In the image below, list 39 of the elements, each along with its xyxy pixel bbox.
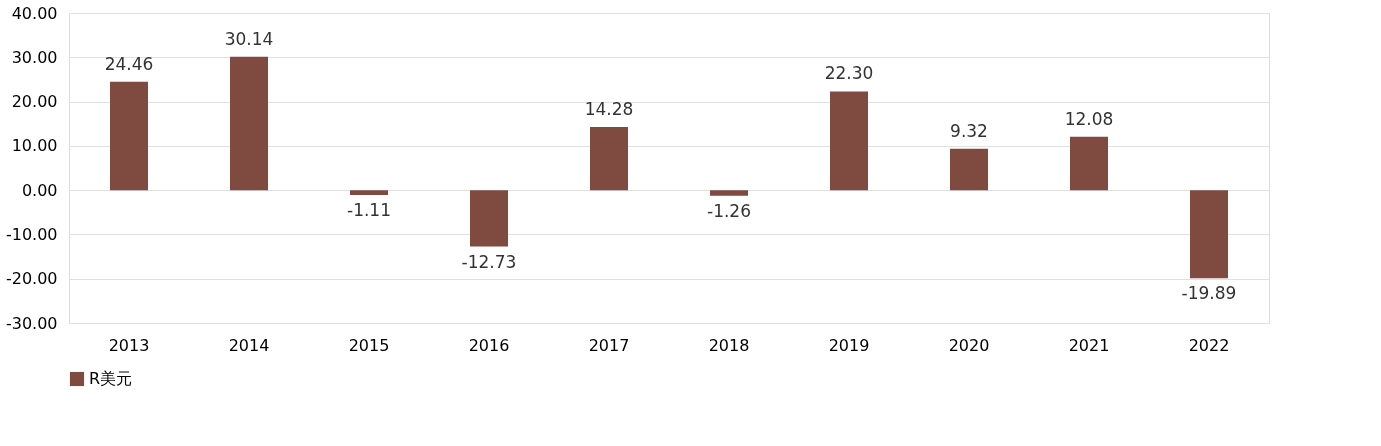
data-label: -1.26 xyxy=(707,200,751,221)
data-label: 9.32 xyxy=(950,120,988,141)
data-label: 24.46 xyxy=(104,53,154,74)
x-tick-label: 2018 xyxy=(708,335,750,355)
y-tick-label: -30.00 xyxy=(5,313,58,333)
y-tick-label: 0.00 xyxy=(21,180,58,200)
x-tick-label: 2017 xyxy=(588,335,630,355)
bar xyxy=(110,81,148,191)
bar xyxy=(470,190,508,247)
data-label: -19.89 xyxy=(1181,283,1237,304)
x-tick-label: 2022 xyxy=(1188,335,1230,355)
bar xyxy=(230,56,268,191)
x-tick-label: 2021 xyxy=(1068,335,1110,355)
x-tick-label: 2019 xyxy=(828,335,870,355)
x-tick-label: 2014 xyxy=(228,335,270,355)
x-tick-label: 2013 xyxy=(108,335,150,355)
data-label: -12.73 xyxy=(461,251,517,272)
bar xyxy=(350,190,388,196)
data-label: 14.28 xyxy=(584,98,634,119)
x-tick-label: 2016 xyxy=(468,335,510,355)
y-tick-label: 40.00 xyxy=(11,3,58,23)
legend-label: R美元 xyxy=(89,369,133,388)
x-tick-label: 2015 xyxy=(348,335,390,355)
y-tick-label: 10.00 xyxy=(11,136,58,156)
bar xyxy=(1070,136,1108,191)
bar xyxy=(950,148,988,191)
y-tick-label: 30.00 xyxy=(11,47,58,67)
y-tick-label: 20.00 xyxy=(11,92,58,112)
y-tick-label: -20.00 xyxy=(5,269,58,289)
x-tick-label: 2020 xyxy=(948,335,990,355)
y-tick-label: -10.00 xyxy=(5,224,58,244)
bar xyxy=(590,126,628,191)
bar xyxy=(830,91,868,191)
bar xyxy=(1190,190,1228,279)
bar xyxy=(710,190,748,196)
data-label: 22.30 xyxy=(824,63,874,84)
data-label: -1.11 xyxy=(347,200,391,221)
data-label: 12.08 xyxy=(1064,108,1114,129)
data-label: 30.14 xyxy=(224,28,274,49)
